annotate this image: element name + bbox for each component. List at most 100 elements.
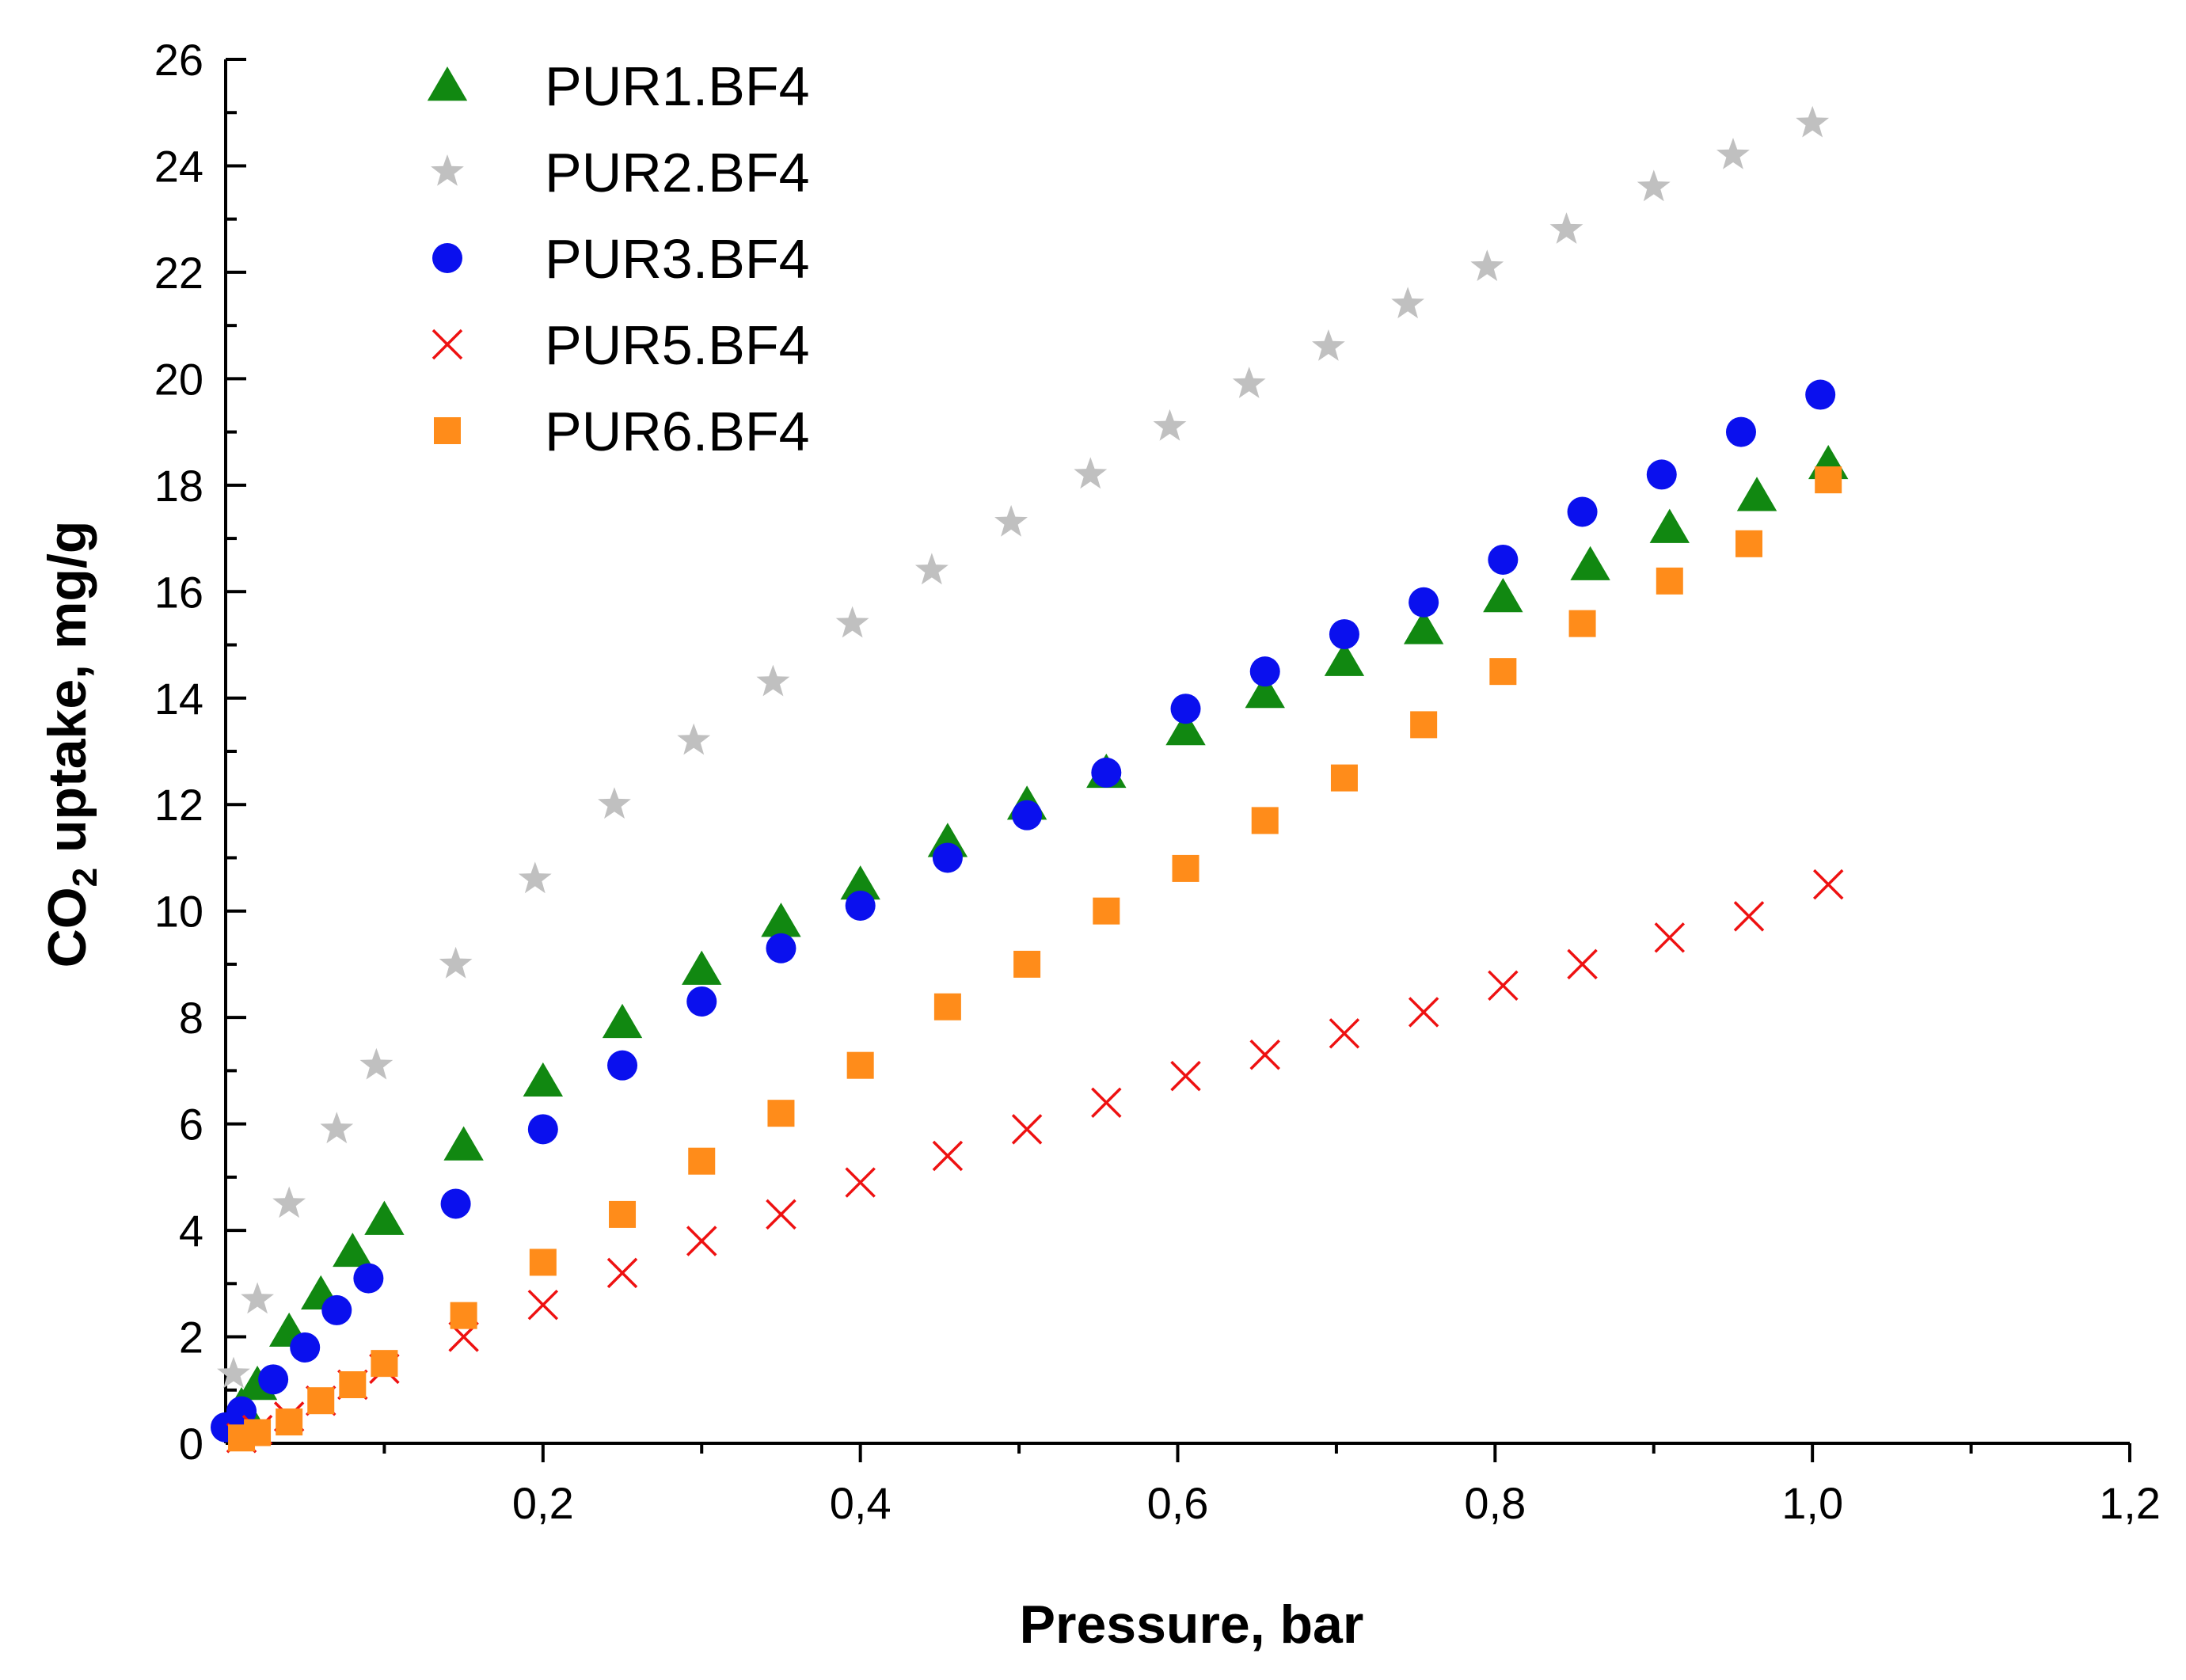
data-point [1570,545,1610,580]
data-point [1410,711,1438,739]
data-point [1093,897,1120,925]
plot-area [211,105,1849,1454]
data-point [1815,466,1842,494]
data-point [767,1100,795,1127]
data-point [932,842,963,873]
y-tick-label: 26 [154,35,203,85]
y-tick-label: 6 [179,1100,203,1150]
data-point [1736,477,1777,511]
data-point [1074,457,1108,489]
data-point [1170,1060,1201,1092]
data-point [1324,641,1365,676]
data-point [321,1294,352,1325]
data-point [1646,459,1677,490]
data-point [598,787,631,819]
data-point [371,1350,398,1378]
data-point [290,1332,321,1363]
y-axis-title-suffix: uptake, mg/g [37,521,97,868]
data-point [756,664,790,697]
data-point [244,1419,272,1446]
data-point [682,950,722,985]
legend-marker-star-icon [431,154,464,186]
data-point [932,1140,964,1172]
legend-entry: PUR1.BF4 [427,55,810,117]
legend-label: PUR6.BF4 [545,401,810,462]
data-point [450,1302,477,1329]
x-ticks [382,1443,2131,1462]
data-point [1483,578,1523,613]
data-point [1013,950,1041,978]
series-PUR2.BF4 [217,105,1830,1389]
data-point [835,606,869,638]
data-point [1165,711,1206,746]
data-point [1312,329,1345,361]
legend-marker-circle-icon [432,243,462,273]
data-point [1170,694,1201,724]
data-point [1725,416,1756,447]
data-point [1567,496,1598,527]
data-point [1011,1114,1043,1145]
data-point [1735,530,1762,557]
x-axis-title: Pressure, bar [1020,1594,1364,1655]
legend-entry: PUR6.BF4 [434,401,810,462]
y-tick-label: 18 [154,461,203,511]
data-point [761,903,801,937]
data-point [1091,1087,1122,1118]
data-point [688,1147,716,1175]
legend-marker-cross-icon [431,329,463,360]
data-point [1654,922,1686,953]
data-point [1329,619,1359,650]
y-tick-label: 12 [154,780,203,830]
data-point [1245,674,1285,709]
legend-entry: PUR5.BF4 [431,314,810,376]
x-tick-label: 1,0 [1781,1478,1843,1528]
data-point [914,553,949,585]
legend-label: PUR3.BF4 [545,228,810,290]
legend-label: PUR2.BF4 [545,142,810,203]
data-point [994,504,1028,537]
data-point [439,946,473,979]
data-point [1012,800,1043,830]
y-tick-label: 14 [154,674,203,724]
data-point [527,1289,559,1321]
x-tick-labels: 0,2 0,4 0,6 0,8 1,0 1,2 [512,1478,2161,1528]
data-point [846,1051,874,1079]
data-point [1488,544,1519,575]
data-point [1329,1018,1360,1049]
y-axis-title: CO2 uptake, mg/g [37,521,105,968]
data-point [1567,948,1598,980]
data-point [606,1257,638,1289]
data-point [529,1249,557,1276]
data-point [276,1408,303,1436]
data-point [766,1199,796,1230]
data-point [686,1226,717,1256]
data-point [845,1167,876,1198]
data-point [1249,1039,1280,1070]
y-tick-label: 0 [179,1419,203,1469]
series-PUR3.BF4 [211,379,1836,1442]
y-tick-label: 20 [154,354,203,404]
series-PUR6.BF4 [228,466,1842,1452]
data-point [845,890,876,921]
data-point [1232,367,1266,398]
data-point [677,723,711,755]
data-point [258,1364,289,1395]
x-tick-label: 0,8 [1464,1478,1526,1528]
data-point [1796,105,1830,138]
data-point [1403,610,1444,644]
data-point [1716,138,1750,169]
x-tick-label: 1,2 [2099,1478,2161,1528]
data-point [443,1126,484,1161]
data-point [320,1112,354,1144]
data-point [1172,854,1199,882]
data-point [766,933,796,964]
data-point [523,1062,564,1097]
data-point [1733,901,1765,932]
data-point [353,1263,384,1294]
y-tick-label: 22 [154,248,203,298]
data-point [1153,409,1187,441]
y-tick-label: 10 [154,887,203,937]
data-point [1409,587,1439,618]
